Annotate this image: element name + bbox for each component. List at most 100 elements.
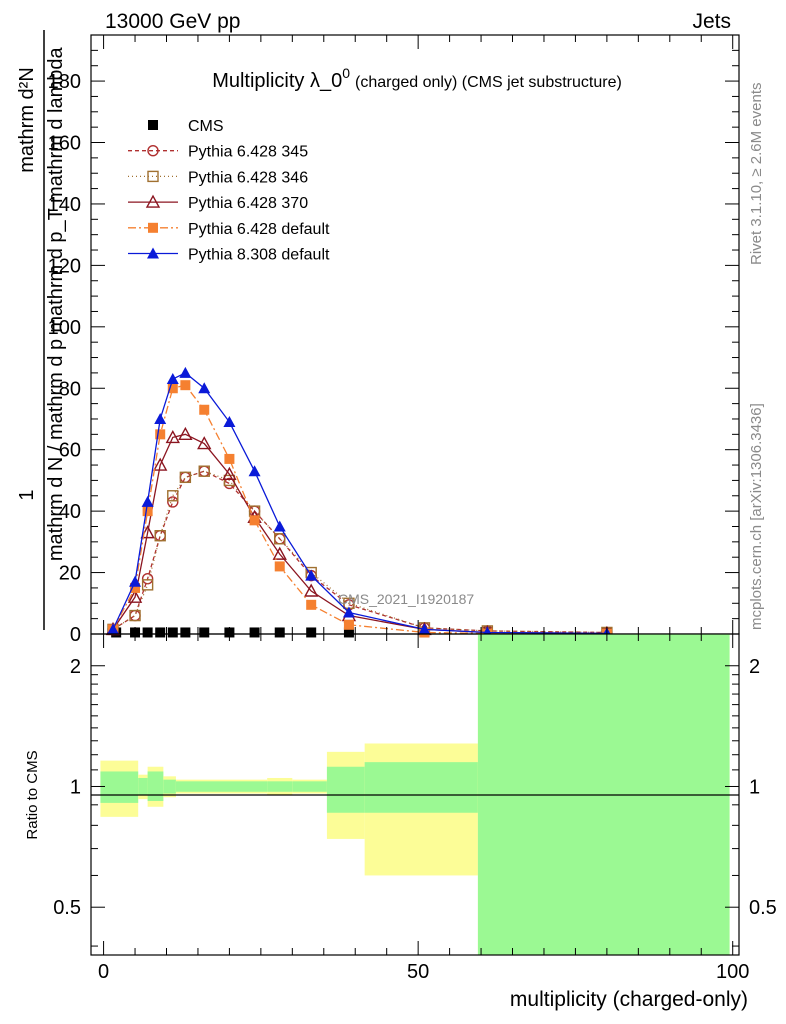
y-tick-label: 40 [59,501,81,523]
ratio-band-green [175,781,268,792]
data-point-2 [274,533,286,545]
chart-title-sup: 0 [342,65,350,81]
data-point-5 [198,382,211,394]
mcplots-label: mcplots.cern.ch [arXiv:1306.3436] [748,403,765,630]
y-tick-label: 120 [48,255,81,277]
y-tick-label: 160 [48,133,81,155]
data-point-4 [343,619,354,630]
data-point-5 [141,495,154,507]
x-tick-label: 100 [716,961,749,983]
ratio-panel: 0.5 0.5 1 1 2 2 [53,633,777,956]
data-point-0 [199,627,210,638]
data-point-4 [130,582,141,593]
y-tick-label: 180 [48,71,81,93]
ratio-band-green [138,777,148,796]
y-tick-label: 100 [48,317,81,339]
data-point-4 [180,380,191,391]
main-ylabel: 1 mathrm d²N mathrm d N / mathrm d p mat… [16,30,67,630]
ratio-y-tick-label: 0.5 [53,897,81,919]
main-axes: 0 20 40 60 80 100 120 140 160 180 [48,35,739,646]
series-line-1 [112,470,607,634]
data-point-5 [223,416,236,428]
legend: CMS Pythia 6.428 345 Pythia 6.428 346 Pythi… [128,118,330,264]
data-point-0 [274,627,285,638]
data-point-2 [154,530,166,542]
legend-marker [147,170,159,183]
ratio-band-green [292,781,327,792]
legend-entry: Pythia 6.428 default [188,221,330,238]
ylabel-one: 1 [16,489,38,500]
x-tick-label: 0 [98,961,109,983]
ratio-y-tick-label-right: 0.5 [749,897,777,919]
data-point-4 [167,383,178,394]
ratio-band-green [100,771,139,803]
data-point-1 [198,465,210,477]
data-point-2 [141,579,154,591]
data-point-1 [154,530,166,542]
data-point-0 [167,627,178,638]
data-point-1 [129,609,141,622]
rivet-version-label: Rivet 3.1.10, ≥ 2.6M events [748,83,765,266]
chart-title-main: Multiplicity λ_0 [212,70,342,92]
header-jets-label: Jets [692,10,731,33]
data-point-2 [167,490,179,502]
data-point-5 [179,366,192,378]
data-point-2 [179,471,192,484]
data-point-0 [142,627,153,638]
ratio-band-green [364,762,478,813]
legend-entry: CMS [188,118,224,135]
chart-title-rest: (charged only) (CMS jet substructure) [355,74,622,91]
data-point-3 [127,589,143,603]
legend-entry: Pythia 6.428 370 [188,195,308,212]
data-point-3 [153,457,168,471]
data-point-4 [306,599,317,610]
data-point-1 [167,496,179,508]
y-tick-label: 80 [59,378,81,400]
ylabel-denominator-right: mathrm d p_T mathrm d lambda [45,46,67,332]
data-point-0 [180,627,191,638]
ratio-y-tick-label-right: 2 [749,656,760,678]
data-point-0 [306,627,317,638]
data-point-0 [249,627,260,638]
legend-marker [148,222,158,233]
data-point-2 [129,609,141,622]
data-point-5 [166,373,179,385]
ratio-frame [90,633,740,956]
ratio-band-green [267,781,293,792]
data-point-5 [305,569,318,581]
header-energy-label: 13000 GeV pp [105,10,240,33]
data-point-4 [155,429,166,440]
analysis-watermark: CMS_2021_I1920187 [338,591,474,607]
data-point-4 [274,561,285,572]
y-tick-label: 20 [59,563,81,585]
data-point-5 [129,575,142,587]
ratio-y-tick-label: 1 [70,776,81,798]
x-axis: 0 50 100 [98,961,749,983]
series-line-4 [112,384,607,635]
y-tick-label: 140 [48,194,81,216]
data-point-5 [154,412,167,424]
ratio-y-tick-label-right: 1 [749,776,760,798]
legend-marker [145,194,161,208]
data-point-4 [249,515,260,526]
data-point-0 [155,627,166,638]
data-point-5 [248,465,261,477]
legend-marker [147,247,159,259]
data-point-3 [272,546,287,560]
series-line-2 [112,470,607,634]
legend-entry: Pythia 6.428 346 [188,169,308,186]
ratio-band-green [163,779,176,794]
legend-entry: Pythia 8.308 default [188,247,330,264]
ylabel-numerator: mathrm d²N [16,67,38,173]
data-point-3 [178,426,193,441]
ylabel-denominator-left: mathrm d N / mathrm d p [45,339,67,561]
data-point-4 [199,404,210,415]
chart-title: Multiplicity λ_00 (charged only) (CMS jet… [212,65,622,92]
data-point-5 [273,520,286,532]
y-tick-label: 60 [59,440,81,462]
ratio-band-green [326,766,365,813]
ratio-ylabel: Ratio to CMS [24,750,41,839]
legend-marker [148,120,158,130]
data-point-5 [107,623,120,635]
